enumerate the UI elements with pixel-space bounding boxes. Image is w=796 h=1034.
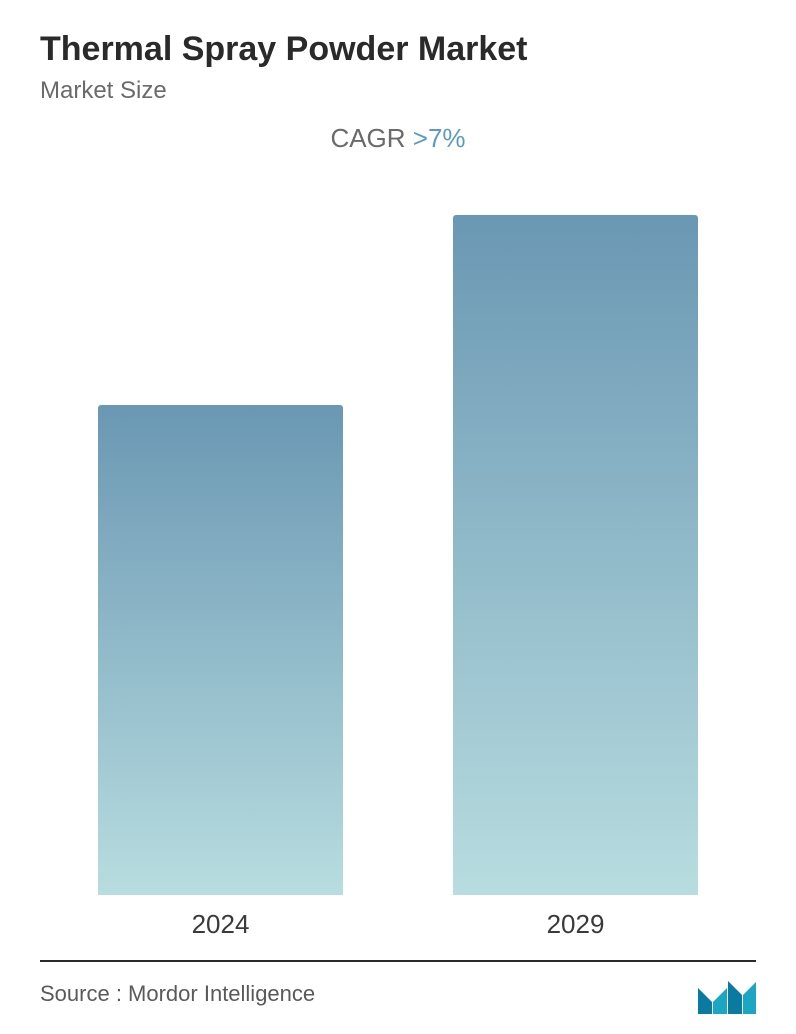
cagr-value: >7% — [413, 123, 466, 153]
cagr-row: CAGR >7% — [40, 123, 756, 154]
bar-label: 2029 — [547, 909, 605, 940]
bar-group: 2024 — [98, 405, 343, 940]
bar-chart: 2024 2029 — [40, 164, 756, 940]
logo-shape-3 — [728, 981, 742, 1014]
logo-shape-1 — [698, 988, 712, 1014]
logo-shape-4 — [743, 982, 756, 1014]
bar-label: 2024 — [192, 909, 250, 940]
bar — [453, 215, 698, 895]
chart-container: Thermal Spray Powder Market Market Size … — [0, 0, 796, 1034]
source-text: Source : Mordor Intelligence — [40, 981, 315, 1007]
bar — [98, 405, 343, 895]
page-title: Thermal Spray Powder Market — [40, 30, 756, 69]
footer: Source : Mordor Intelligence — [40, 960, 756, 1014]
page-subtitle: Market Size — [40, 77, 756, 105]
cagr-label: CAGR — [330, 123, 412, 153]
logo-shape-2 — [713, 988, 727, 1014]
bar-group: 2029 — [453, 215, 698, 940]
mordor-logo-icon — [698, 974, 756, 1014]
